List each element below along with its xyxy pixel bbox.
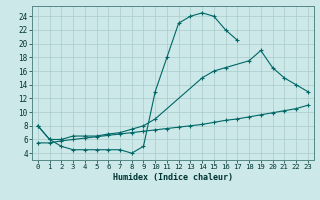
X-axis label: Humidex (Indice chaleur): Humidex (Indice chaleur) xyxy=(113,173,233,182)
